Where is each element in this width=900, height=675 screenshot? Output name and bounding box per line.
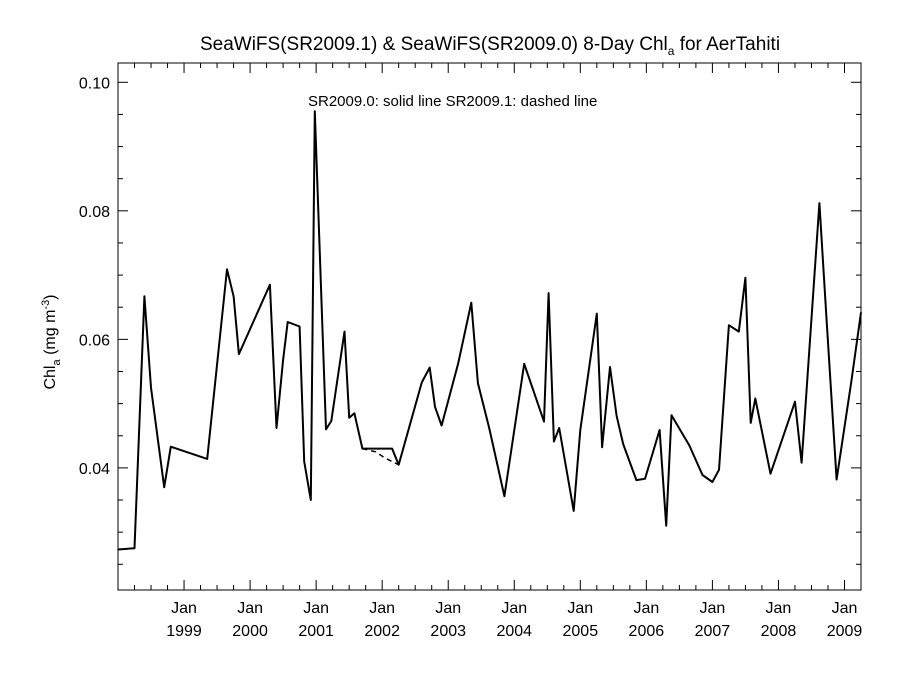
x-tick-year-label: 2004 <box>496 623 532 640</box>
legend-annotation: SR2009.0: solid line SR2009.1: dashed li… <box>308 93 597 110</box>
y-tick-label: 0.08 <box>79 204 110 221</box>
chart-title: SeaWiFS(SR2009.1) & SeaWiFS(SR2009.0) 8-… <box>200 34 780 58</box>
x-tick-month-label: Jan <box>171 600 197 617</box>
series-line-solid <box>117 110 862 551</box>
series-group <box>117 110 862 551</box>
x-tick-year-label: 2005 <box>563 623 599 640</box>
x-tick-month-label: Jan <box>369 600 395 617</box>
x-tick-month-label: Jan <box>832 600 858 617</box>
plot-frame <box>117 62 862 591</box>
x-tick-year-label: 2003 <box>430 623 466 640</box>
x-tick-month-label: Jan <box>700 600 726 617</box>
x-tick-year-label: 1999 <box>166 623 202 640</box>
x-tick-month-label: Jan <box>633 600 659 617</box>
x-tick-year-label: 2006 <box>629 623 665 640</box>
x-tick-month-label: Jan <box>237 600 263 617</box>
x-tick-month-label: Jan <box>766 600 792 617</box>
x-tick-month-label: Jan <box>303 600 329 617</box>
x-tick-year-label: 2001 <box>298 623 334 640</box>
x-tick-year-label: 2002 <box>364 623 400 640</box>
x-tick-year-label: 2009 <box>827 623 863 640</box>
x-tick-month-label: Jan <box>567 600 593 617</box>
axes-group: 0.04 0.06 0.08 0.10 Jan 1999 Jan 2000 Jan 2001 Jan… <box>79 63 863 640</box>
series-line-dashed <box>362 447 400 466</box>
y-tick-label: 0.06 <box>79 332 110 349</box>
x-tick-year-label: 2007 <box>695 623 731 640</box>
x-tick-year-label: 2008 <box>761 623 797 640</box>
y-tick-label: 0.10 <box>79 75 110 92</box>
x-tick-month-label: Jan <box>435 600 461 617</box>
y-tick-label: 0.04 <box>79 461 110 478</box>
x-tick-month-label: Jan <box>501 600 527 617</box>
y-axis-label: Chla (mg m-3) <box>40 294 63 389</box>
x-tick-year-label: 2000 <box>232 623 268 640</box>
